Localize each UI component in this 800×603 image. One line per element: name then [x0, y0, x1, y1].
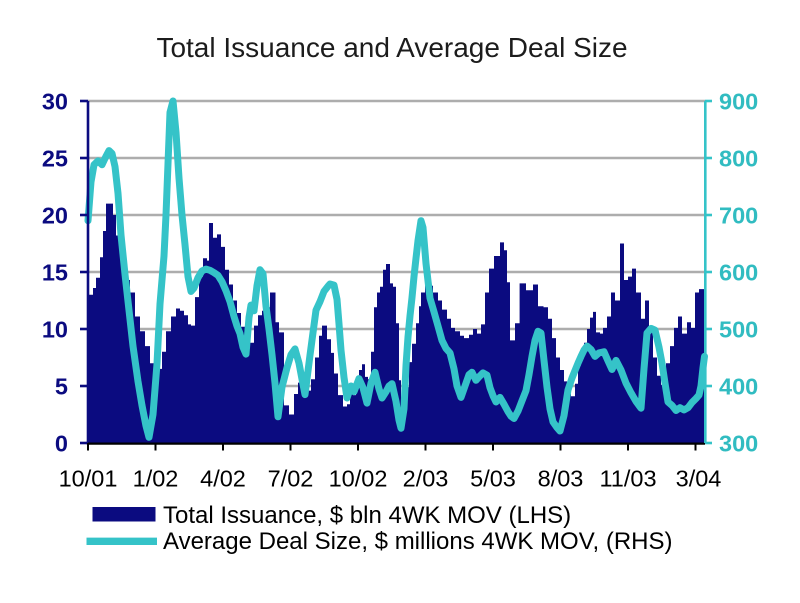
svg-text:0: 0 [55, 431, 68, 457]
svg-text:20: 20 [42, 203, 68, 229]
svg-text:600: 600 [719, 260, 758, 286]
svg-text:10/02: 10/02 [329, 466, 388, 492]
svg-text:700: 700 [719, 203, 758, 229]
svg-text:500: 500 [719, 317, 758, 343]
svg-text:11/03: 11/03 [599, 466, 656, 492]
svg-text:Total Issuance and Average Dea: Total Issuance and Average Deal Size [156, 32, 627, 63]
svg-text:Total Issuance, $ bln 4WK MOV: Total Issuance, $ bln 4WK MOV (LHS) [163, 502, 571, 529]
svg-text:3/04: 3/04 [676, 466, 722, 492]
svg-text:400: 400 [719, 374, 758, 400]
svg-text:Average Deal Size, $ millions: Average Deal Size, $ millions 4WK MOV, (… [163, 528, 673, 555]
svg-text:5/03: 5/03 [470, 466, 516, 492]
svg-text:10/01: 10/01 [59, 466, 118, 492]
svg-text:7/02: 7/02 [268, 466, 314, 492]
svg-text:800: 800 [719, 146, 758, 172]
svg-text:8/03: 8/03 [538, 466, 584, 492]
svg-text:25: 25 [42, 146, 68, 172]
svg-text:4/02: 4/02 [200, 466, 246, 492]
svg-text:30: 30 [42, 89, 68, 115]
svg-text:900: 900 [719, 89, 758, 115]
svg-text:1/02: 1/02 [133, 466, 179, 492]
svg-text:10: 10 [42, 317, 68, 343]
svg-text:300: 300 [719, 431, 758, 457]
svg-text:2/03: 2/03 [403, 466, 449, 492]
svg-text:15: 15 [42, 260, 68, 286]
svg-text:5: 5 [55, 374, 68, 400]
